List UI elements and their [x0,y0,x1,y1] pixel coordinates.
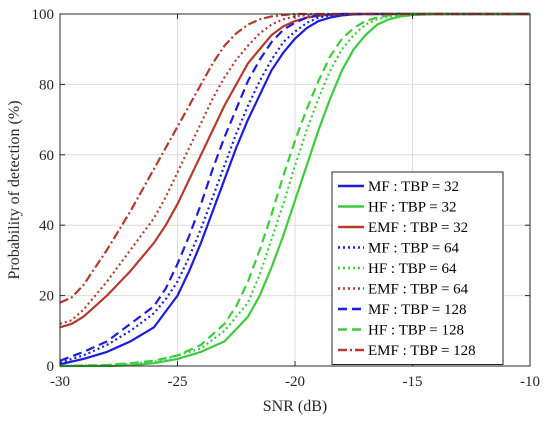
x-tick-label: -30 [50,374,70,390]
legend-label: MF : TBP = 64 [368,241,459,257]
y-tick-label: 80 [39,77,54,93]
legend-label: HF : TBP = 32 [368,200,456,216]
y-tick-label: 40 [39,218,54,234]
x-tick-label: -15 [403,374,423,390]
legend-label: HF : TBP = 64 [368,261,457,277]
y-axis-title: Probability of detection (%) [6,100,23,279]
legend-label: EMF : TBP = 64 [368,282,469,298]
y-tick-label: 60 [39,148,54,164]
series-line-2 [60,12,530,368]
legend-label: EMF : TBP = 128 [368,343,476,359]
y-tick-label: 0 [47,359,55,375]
x-tick-label: -10 [520,374,540,390]
x-tick-label: -20 [285,374,305,390]
legend-label: HF : TBP = 128 [368,323,464,339]
legend-box [331,171,504,365]
series-line-8 [59,12,530,368]
series-line-9 [59,12,530,304]
legend-label: MF : TBP = 32 [368,179,459,195]
series-lines [59,12,530,368]
legend: MF : TBP = 32 HF : TBP = 32 EMF : TBP = 32… [331,171,504,365]
series-line-7 [59,12,530,362]
series-line-6 [59,12,530,325]
y-tick-label: 20 [39,289,54,305]
y-tick-label: 100 [32,7,55,23]
legend-label: MF : TBP = 128 [368,302,467,318]
axis-ticks: -30 -25 -20 -15 -10 0 20 40 60 80 100 [32,7,541,390]
x-axis-title: SNR (dB) [263,398,327,415]
x-tick-label: -25 [168,374,188,390]
legend-label: EMF : TBP = 32 [368,220,468,236]
